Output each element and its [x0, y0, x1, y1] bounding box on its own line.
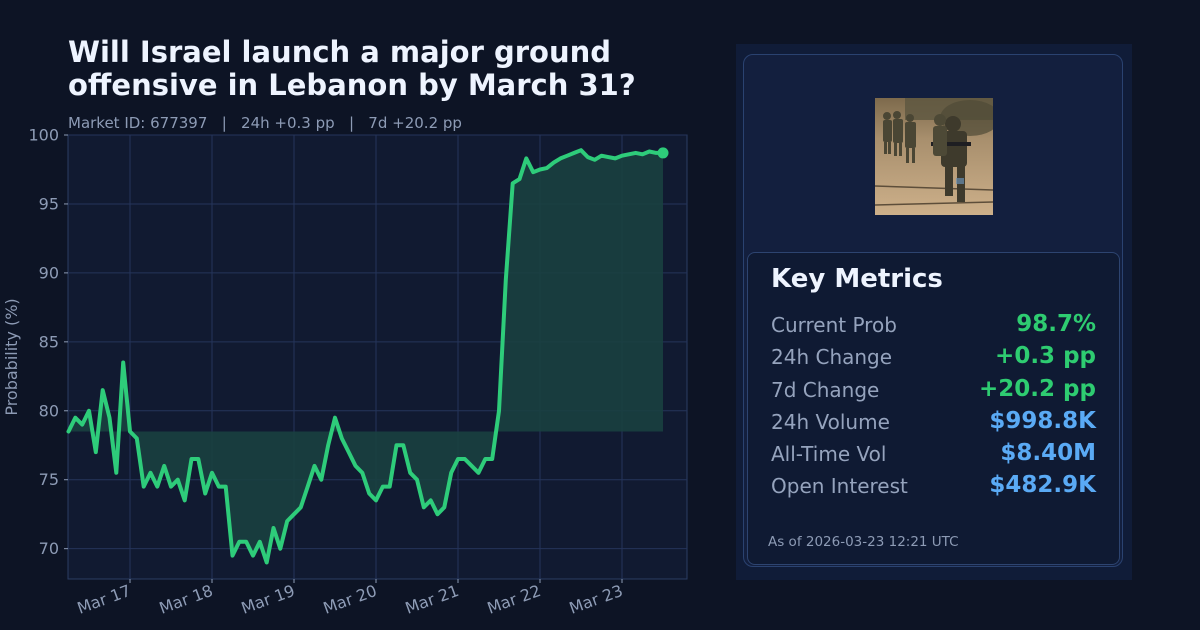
- x-tick-label: Mar 17: [75, 581, 134, 618]
- metric-value: $998.8K: [989, 408, 1096, 434]
- y-tick-label: 90: [39, 263, 59, 282]
- x-tick-label: Mar 22: [485, 581, 544, 618]
- y-axis-label: Probability (%): [2, 298, 21, 415]
- market-thumbnail: [875, 98, 993, 215]
- x-tick-label: Mar 18: [157, 581, 216, 618]
- metric-value: +20.2 pp: [979, 376, 1096, 402]
- market-subtitle: Market ID: 677397 | 24h +0.3 pp | 7d +20…: [68, 114, 462, 132]
- x-tick-label: Mar 23: [567, 581, 626, 618]
- metric-label: Open Interest: [771, 474, 908, 498]
- metric-label: 24h Volume: [771, 410, 890, 434]
- metric-row-current-prob: Current Prob 98.7%: [771, 311, 1096, 343]
- x-axis-ticks: Mar 17 Mar 18 Mar 19 Mar 20 Mar 21 Mar 22 Mar …: [75, 579, 626, 618]
- metric-value: $8.40M: [1000, 440, 1096, 466]
- x-tick-label: Mar 20: [321, 581, 380, 618]
- x-tick-label: Mar 19: [239, 581, 298, 618]
- current-point-marker[interactable]: [657, 147, 669, 159]
- key-metrics-title: Key Metrics: [771, 264, 943, 294]
- x-tick-label: Mar 21: [403, 581, 462, 618]
- metric-row-24h-volume: 24h Volume $998.8K: [771, 408, 1096, 440]
- metric-label: All-Time Vol: [771, 442, 887, 466]
- key-metrics-card: [747, 252, 1120, 565]
- y-tick-label: 75: [39, 470, 59, 489]
- metric-row-all-time-vol: All-Time Vol $8.40M: [771, 440, 1096, 472]
- y-tick-label: 95: [39, 194, 59, 213]
- probability-line: [66, 148, 665, 565]
- page-title: Will Israel launch a major ground offens…: [68, 35, 636, 102]
- as-of-timestamp: As of 2026-03-23 12:21 UTC: [768, 534, 959, 550]
- y-axis-ticks: 70 75 80 85 90 95 100: [28, 126, 68, 558]
- probability-chart: 70 75 80 85 90 95 100 Mar 17 Mar 18 Mar 19 Mar 20…: [2, 126, 688, 618]
- metric-label: 7d Change: [771, 378, 880, 402]
- metric-value: +0.3 pp: [995, 343, 1096, 369]
- metric-row-open-interest: Open Interest $482.9K: [771, 472, 1096, 504]
- metric-row-7d-change: 7d Change +20.2 pp: [771, 376, 1096, 408]
- metric-value: $482.9K: [989, 472, 1096, 498]
- metric-row-24h-change: 24h Change +0.3 pp: [771, 343, 1096, 375]
- metric-value: 98.7%: [1016, 311, 1096, 337]
- area-fill: [68, 150, 663, 563]
- y-tick-label: 80: [39, 401, 59, 420]
- y-tick-label: 100: [28, 126, 59, 145]
- metric-label: Current Prob: [771, 313, 897, 337]
- metric-label: 24h Change: [771, 345, 893, 369]
- y-tick-label: 85: [39, 332, 59, 351]
- y-tick-label: 70: [39, 539, 59, 558]
- soldiers-image-icon: [875, 98, 993, 215]
